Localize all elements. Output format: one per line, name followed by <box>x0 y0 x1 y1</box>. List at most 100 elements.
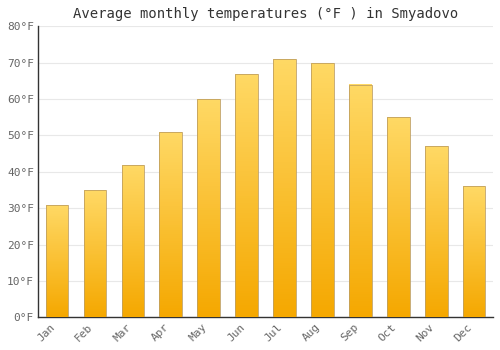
Bar <box>349 145 372 147</box>
Bar <box>462 281 485 282</box>
Bar <box>462 269 485 270</box>
Bar <box>122 180 144 181</box>
Bar <box>425 247 448 249</box>
Bar <box>311 119 334 121</box>
Bar <box>462 290 485 291</box>
Bar <box>160 212 182 214</box>
Bar <box>311 106 334 108</box>
Bar <box>236 74 258 317</box>
Bar <box>349 98 372 101</box>
Bar <box>425 213 448 215</box>
Bar <box>273 100 296 103</box>
Bar <box>349 105 372 108</box>
Bar <box>349 122 372 124</box>
Bar <box>46 263 68 265</box>
Bar <box>387 303 409 306</box>
Bar <box>462 289 485 290</box>
Bar <box>273 149 296 152</box>
Bar <box>198 296 220 298</box>
Bar <box>46 287 68 288</box>
Bar <box>349 208 372 210</box>
Bar <box>349 126 372 129</box>
Bar <box>122 258 144 259</box>
Bar <box>462 274 485 275</box>
Bar <box>236 169 258 171</box>
Bar <box>462 259 485 260</box>
Bar <box>311 266 334 269</box>
Bar <box>349 164 372 166</box>
Bar <box>46 262 68 263</box>
Bar <box>387 275 409 278</box>
Bar <box>425 271 448 273</box>
Bar <box>198 143 220 145</box>
Bar <box>198 147 220 149</box>
Bar <box>122 238 144 239</box>
Bar <box>311 175 334 177</box>
Bar <box>46 292 68 293</box>
Bar <box>160 163 182 165</box>
Bar <box>425 189 448 191</box>
Bar <box>236 210 258 212</box>
Bar <box>84 196 106 198</box>
Bar <box>349 313 372 315</box>
Bar <box>349 240 372 243</box>
Bar <box>425 155 448 157</box>
Bar <box>160 271 182 273</box>
Bar <box>349 185 372 187</box>
Bar <box>349 229 372 231</box>
Bar <box>425 254 448 256</box>
Bar <box>46 260 68 261</box>
Bar <box>46 286 68 287</box>
Bar <box>84 296 106 297</box>
Bar <box>349 154 372 157</box>
Bar <box>84 273 106 274</box>
Bar <box>198 114 220 117</box>
Bar <box>122 262 144 264</box>
Bar <box>462 224 485 226</box>
Bar <box>84 212 106 213</box>
Bar <box>84 269 106 270</box>
Bar <box>46 205 68 317</box>
Bar <box>425 304 448 306</box>
Bar <box>387 165 409 167</box>
Bar <box>236 254 258 257</box>
Bar <box>273 59 296 317</box>
Bar <box>84 288 106 289</box>
Bar <box>122 252 144 253</box>
Bar <box>311 144 334 147</box>
Bar <box>236 81 258 83</box>
Bar <box>425 263 448 265</box>
Bar <box>84 206 106 208</box>
Bar <box>198 210 220 213</box>
Bar <box>387 217 409 219</box>
Bar <box>387 237 409 239</box>
Bar <box>311 295 334 297</box>
Bar <box>160 154 182 156</box>
Bar <box>236 132 258 135</box>
Bar <box>84 246 106 247</box>
Bar <box>84 278 106 279</box>
Bar <box>198 175 220 178</box>
Bar <box>84 199 106 200</box>
Bar <box>198 234 220 237</box>
Bar <box>46 314 68 315</box>
Bar <box>462 272 485 273</box>
Bar <box>236 198 258 201</box>
Bar <box>122 232 144 233</box>
Title: Average monthly temperatures (°F ) in Smyadovo: Average monthly temperatures (°F ) in Sm… <box>73 7 458 21</box>
Bar <box>387 247 409 250</box>
Bar <box>273 307 296 310</box>
Bar <box>160 169 182 171</box>
Bar <box>425 162 448 163</box>
Bar <box>84 241 106 242</box>
Bar <box>46 217 68 218</box>
Bar <box>122 214 144 215</box>
Bar <box>273 279 296 281</box>
Bar <box>349 203 372 206</box>
Bar <box>273 134 296 136</box>
Bar <box>387 133 409 135</box>
Bar <box>160 167 182 169</box>
Bar <box>160 147 182 148</box>
Bar <box>462 253 485 254</box>
Bar <box>198 287 220 289</box>
